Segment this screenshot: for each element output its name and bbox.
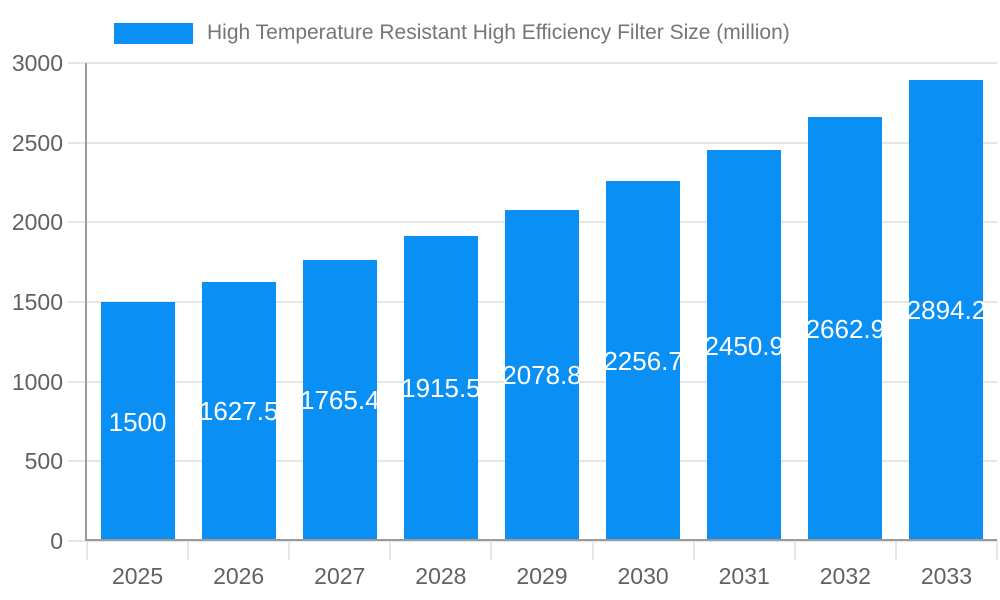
y-gridline <box>68 62 997 64</box>
x-tick-label: 2031 <box>718 563 770 589</box>
x-tick-mark <box>187 541 190 560</box>
bar <box>100 302 175 541</box>
x-tick-label: 2026 <box>213 563 265 589</box>
y-tick-label: 3000 <box>11 50 63 76</box>
legend-color-swatch <box>114 22 193 44</box>
x-tick-mark <box>288 541 291 560</box>
y-tick-label: 2500 <box>11 129 63 156</box>
y-gridline <box>68 540 997 542</box>
bar-value-label: 1627.5 <box>198 396 279 427</box>
y-tick-label: 1500 <box>11 289 63 315</box>
x-tick-label: 2030 <box>617 563 669 589</box>
y-axis-line <box>85 63 87 541</box>
y-tick-label: 0 <box>50 528 63 554</box>
x-tick-mark <box>591 541 594 560</box>
bar-value-label: 1500 <box>108 406 167 437</box>
x-tick-label: 2025 <box>111 563 164 589</box>
bar <box>403 235 478 541</box>
x-tick-mark <box>894 541 897 560</box>
y-tick-label: 500 <box>24 448 63 475</box>
x-tick-mark <box>389 541 392 560</box>
bar <box>606 181 681 541</box>
y-gridline <box>68 141 997 144</box>
bar-value-label: 1915.5 <box>401 373 481 404</box>
y-tick-label: 2000 <box>11 209 63 236</box>
legend-label: High Temperature Resistant High Efficien… <box>207 21 790 44</box>
bar <box>707 150 782 541</box>
bar <box>505 209 579 541</box>
bar-value-label: 2662.9 <box>805 313 886 344</box>
bar <box>808 116 883 541</box>
x-tick-mark <box>793 541 796 560</box>
x-tick-mark <box>996 541 998 560</box>
bar <box>302 259 377 541</box>
x-tick-mark <box>86 541 88 560</box>
x-tick-mark <box>490 541 493 560</box>
x-axis-line <box>85 539 997 541</box>
x-tick-label: 2029 <box>516 563 568 589</box>
bar <box>201 281 276 541</box>
chart-legend: High Temperature Resistant High Efficien… <box>114 20 790 46</box>
x-tick-label: 2027 <box>314 563 366 589</box>
bar <box>909 79 984 541</box>
bar-value-label: 2256.7 <box>603 346 683 377</box>
bar-value-label: 2078.8 <box>502 360 582 391</box>
bar-value-label: 1765.4 <box>300 385 380 416</box>
x-tick-label: 2028 <box>415 563 467 589</box>
bar-value-label: 2894.2 <box>906 295 987 326</box>
x-tick-label: 2032 <box>819 563 871 589</box>
x-tick-mark <box>692 541 695 560</box>
y-tick-label: 1000 <box>11 368 63 395</box>
bar-value-label: 2450.9 <box>704 330 784 361</box>
x-tick-label: 2033 <box>920 563 973 589</box>
